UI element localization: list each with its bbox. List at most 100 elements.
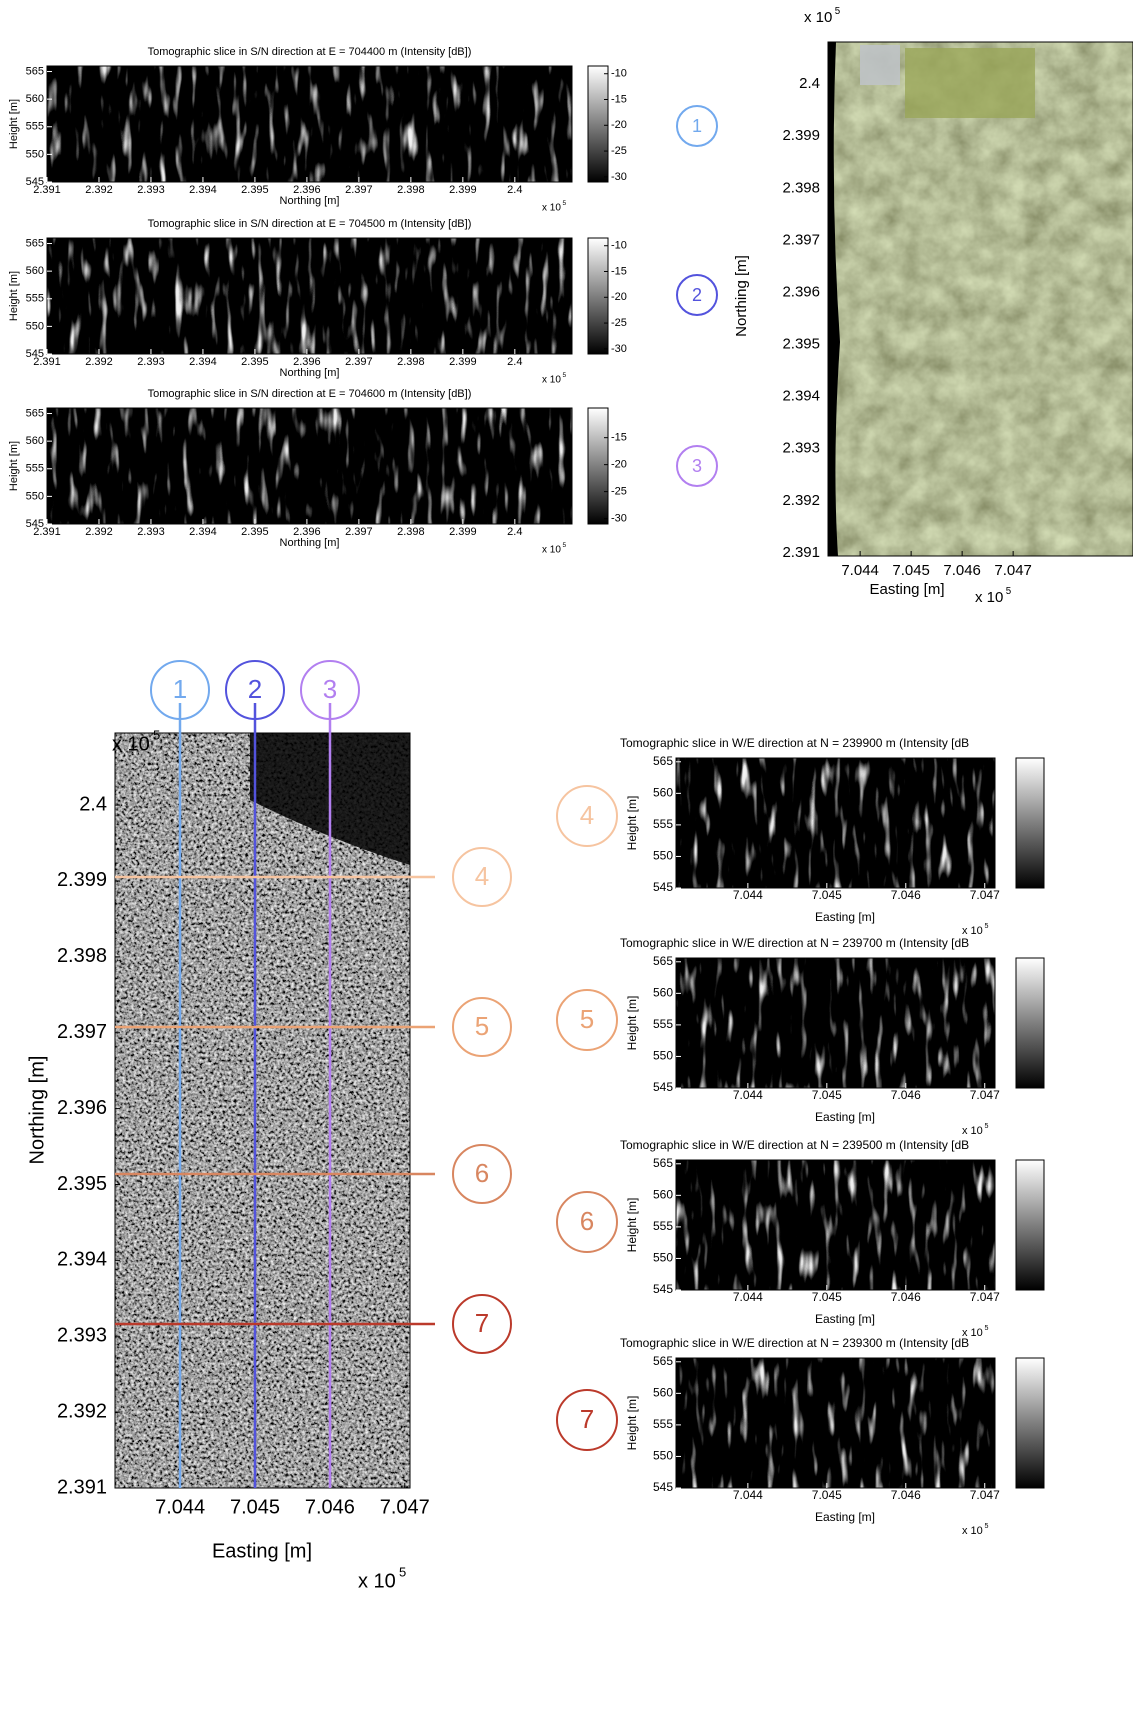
x-axis-label: Northing [m] [280, 195, 340, 207]
marker-circle [150, 660, 210, 720]
x-tick-label: 7.047 [970, 1290, 1000, 1304]
x-tick-label: 2.395 [241, 184, 269, 196]
x-axis-label: Northing [m] [280, 537, 340, 549]
slice-texture [47, 408, 572, 524]
x-tick-label: 7.046 [891, 1088, 921, 1102]
y-tick-label: 2.393 [57, 1325, 107, 1347]
chart-title: Tomographic slice in S/N direction at E … [148, 46, 472, 58]
colorbar-tick-label: -15 [611, 93, 627, 105]
marker-circle [556, 1191, 618, 1253]
y-tick-label: 565 [653, 1354, 673, 1368]
x-tick-label: 7.044 [155, 1496, 205, 1518]
y-axis-label: Height [m] [625, 996, 639, 1051]
x-tick-label: 2.396 [293, 184, 321, 196]
chart-title: Tomographic slice in W/E direction at N … [620, 936, 969, 950]
x-tick-label: 7.046 [891, 888, 921, 902]
y-axis-label: Height [m] [8, 441, 20, 491]
x-tick-label: 2.399 [449, 184, 477, 196]
y-tick-label: 550 [653, 849, 673, 863]
y-tick-label: 555 [653, 1417, 673, 1431]
marker-label: 7 [475, 1308, 489, 1338]
slice-texture [676, 758, 995, 888]
marker-label: 2 [692, 285, 702, 305]
sar-image [115, 733, 410, 1488]
x-tick-label: 7.044 [733, 1088, 763, 1102]
y-axis-label: Height [m] [8, 271, 20, 321]
x-tick-label: 7.045 [892, 562, 930, 579]
x-tick-label: 7.047 [994, 562, 1032, 579]
y-tick-label: 2.399 [782, 127, 820, 144]
marker-label: 4 [580, 800, 594, 830]
colorbar-tick-label: -25 [611, 486, 627, 498]
x-tick-label: 7.046 [943, 562, 981, 579]
y-tick-label: 2.395 [57, 1173, 107, 1195]
y-tick-label: 2.399 [57, 869, 107, 891]
colorbar [1015, 1159, 1045, 1291]
marker-label: 2 [248, 674, 262, 704]
x-axis-label: Easting [m] [815, 910, 875, 924]
colorbar-tick-label: -20 [611, 459, 627, 471]
plot-frame [675, 957, 996, 1089]
scale-exponent: 5 [1006, 586, 1012, 597]
y-tick-label: 545 [26, 176, 44, 188]
chart-title: Tomographic slice in W/E direction at N … [620, 1336, 969, 1350]
colorbar [1015, 957, 1045, 1089]
colorbar-tick-label: -10 [611, 240, 627, 252]
y-tick-label: 550 [26, 320, 44, 332]
scale-exponent: 5 [985, 1324, 989, 1332]
y-tick-label: 565 [653, 1156, 673, 1170]
x-tick-label: 2.393 [137, 356, 165, 368]
marker-label: 5 [475, 1011, 489, 1041]
x-tick-label: 2.394 [189, 356, 217, 368]
colorbar-tick-label: -30 [611, 513, 627, 525]
scale-exponent: 5 [563, 542, 567, 549]
plot-frame [675, 1357, 996, 1489]
y-tick-label: 545 [653, 1282, 673, 1296]
colorbar-tick-label: -30 [611, 343, 627, 355]
scale-exponent: 5 [153, 727, 160, 742]
marker-label: 4 [475, 861, 489, 891]
y-tick-label: 555 [653, 817, 673, 831]
y-tick-label: 560 [653, 986, 673, 1000]
y-tick-label: 555 [26, 121, 44, 133]
x-tick-label: 7.046 [891, 1290, 921, 1304]
marker-circle [676, 274, 718, 316]
y-tick-label: 2.397 [57, 1021, 107, 1043]
x-tick-label: 2.392 [85, 526, 113, 538]
marker-circle [452, 1294, 512, 1354]
y-tick-label: 545 [26, 518, 44, 530]
x-tick-label: 2.397 [345, 356, 373, 368]
x-axis-label: Easting [m] [212, 1540, 312, 1562]
x-tick-label: 7.044 [733, 888, 763, 902]
scale-exponent: 5 [835, 6, 841, 17]
y-tick-label: 555 [653, 1219, 673, 1233]
scale-exponent: 5 [399, 1564, 406, 1579]
y-tick-label: 2.391 [782, 544, 820, 561]
scale-text: x 10 [542, 375, 561, 386]
y-tick-label: 560 [653, 1386, 673, 1400]
y-tick-label: 2.396 [782, 283, 820, 300]
x-axis-label: Easting [m] [815, 1510, 875, 1524]
colorbar-tick-label: -20 [611, 119, 627, 131]
y-tick-label: 545 [653, 1480, 673, 1494]
marker-circle [452, 847, 512, 907]
x-tick-label: 2.395 [241, 356, 269, 368]
marker-circle [676, 445, 718, 487]
y-tick-label: 2.394 [782, 388, 820, 405]
y-tick-label: 565 [653, 954, 673, 968]
chart-title: Tomographic slice in W/E direction at N … [620, 1138, 969, 1152]
x-tick-label: 7.046 [305, 1496, 355, 1518]
scale-exponent: 5 [563, 200, 567, 207]
y-tick-label: 560 [26, 435, 44, 447]
y-tick-label: 560 [653, 1188, 673, 1202]
x-axis-label: Easting [m] [815, 1312, 875, 1326]
marker-circle [452, 997, 512, 1057]
x-tick-label: 2.392 [85, 184, 113, 196]
y-tick-label: 545 [653, 1080, 673, 1094]
marker-circle [452, 1144, 512, 1204]
x-tick-label: 2.4 [507, 526, 522, 538]
marker-label: 6 [475, 1158, 489, 1188]
marker-circle [225, 660, 285, 720]
x-tick-label: 7.047 [970, 888, 1000, 902]
marker-label: 6 [580, 1206, 594, 1236]
